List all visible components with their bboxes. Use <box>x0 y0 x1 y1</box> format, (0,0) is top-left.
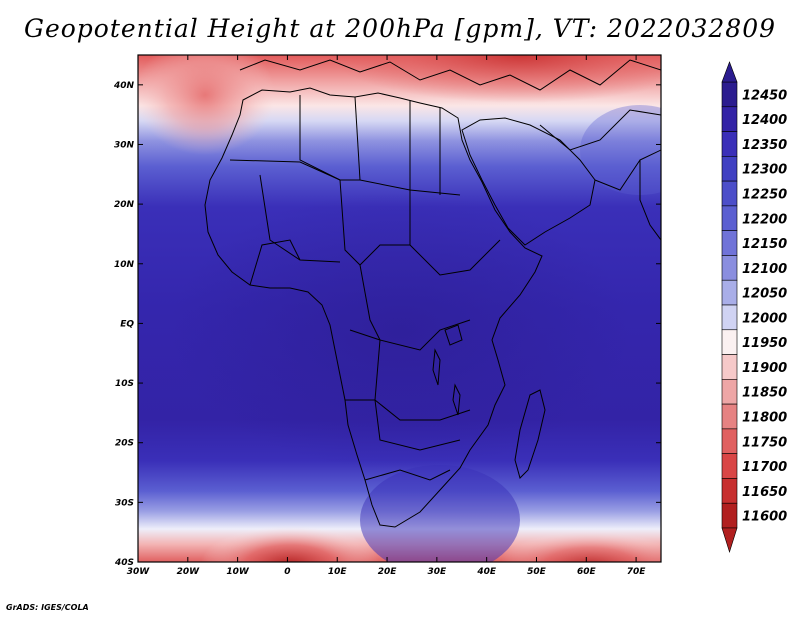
colorbar-label: 11850 <box>742 386 787 401</box>
colorbar-label: 11800 <box>742 411 787 426</box>
lon-tick-label: 10E <box>328 567 348 577</box>
border-5 <box>359 264 471 351</box>
lon-tick-label: 70E <box>627 567 647 577</box>
colorbar-label: 11600 <box>742 510 787 525</box>
border-2 <box>259 174 341 263</box>
colorbar-label: 12450 <box>742 88 787 103</box>
colorbar-swatch <box>721 279 738 306</box>
coastlines <box>204 59 661 528</box>
colorbar-swatch <box>721 329 738 355</box>
colorbar-swatch <box>721 205 738 231</box>
chart-title: Geopotential Height at 200hPa [gpm], VT:… <box>23 14 777 43</box>
border-4 <box>409 190 501 276</box>
lake-malawi <box>452 383 461 416</box>
madagascar-coastline <box>514 389 546 479</box>
lake-victoria <box>444 324 463 346</box>
lat-tick-label: 20S <box>115 439 134 449</box>
colorbar-label: 12050 <box>742 287 787 302</box>
colorbar-label: 12250 <box>742 188 787 203</box>
lon-tick-label: 20W <box>177 567 201 577</box>
colorbar-label: 12000 <box>742 311 787 326</box>
border-8 <box>364 469 451 481</box>
europe-coastline <box>239 59 661 91</box>
colorbar-label: 11950 <box>742 336 787 351</box>
border-15 <box>594 159 641 191</box>
border-6 <box>349 329 471 421</box>
lat-tick-label: 10N <box>114 260 135 270</box>
colorbar-swatch <box>721 453 738 479</box>
colorbar-label: 11750 <box>742 435 787 450</box>
colorbar-swatch <box>721 354 738 380</box>
border-7 <box>345 399 461 451</box>
arabia-coastline <box>461 117 596 246</box>
colorbar-swatch <box>721 428 738 454</box>
colorbar-swatch <box>721 478 738 504</box>
lon-tick-label: 0 <box>284 567 290 577</box>
border-9 <box>299 95 341 181</box>
map-frame <box>137 54 662 563</box>
lon-tick-label: 40E <box>476 567 497 577</box>
lat-tick-label: EQ <box>120 319 134 329</box>
colorbar-label: 12150 <box>742 237 787 252</box>
lat-tick-label: 30S <box>115 498 134 508</box>
lake-tanganyika <box>432 348 441 386</box>
lat-tick-label: 40S <box>114 558 134 568</box>
colorbar-label: 12350 <box>742 138 787 153</box>
colorbar-swatch <box>721 156 738 182</box>
colorbar: 12450 12400 12350 12300 12250 12200 12150 12100… <box>721 61 787 554</box>
shaded-field <box>138 55 661 562</box>
colorbar-swatch <box>721 106 738 132</box>
colorbar-swatch <box>721 180 738 207</box>
lat-tick-label: 30N <box>114 140 135 150</box>
lon-tick-label: 20E <box>378 567 398 577</box>
colorbar-top-arrow <box>721 61 738 83</box>
colorbar-label: 12200 <box>742 212 787 227</box>
lon-tick-label: 50E <box>527 567 547 577</box>
lon-tick-label: 30E <box>428 567 448 577</box>
lat-tick-label: 10S <box>115 379 134 389</box>
border-14 <box>539 109 661 151</box>
colorbar-bottom-arrow <box>721 527 738 554</box>
colorbar-label: 12300 <box>742 163 787 178</box>
lon-tick-label: 10W <box>226 567 250 577</box>
colorbar-swatch <box>721 304 738 331</box>
grads-credit: GrADS: IGES/COLA <box>6 603 89 612</box>
border-13 <box>249 239 301 286</box>
lon-tick-label: 30W <box>127 567 151 577</box>
longitude-axis: 30W 20W 10W 0 10E 20E 30E 40E 50E 60E 70E <box>127 55 647 577</box>
latitude-axis: 40N 30N 20N 10N EQ 10S 20S 30S 40S <box>113 81 661 568</box>
colorbar-swatch <box>721 403 738 430</box>
lon-tick-label: 60E <box>577 567 597 577</box>
colorbar-label: 11700 <box>742 460 787 475</box>
colorbar-swatch <box>721 379 738 405</box>
colorbar-label: 11900 <box>742 361 787 376</box>
border-1 <box>229 159 461 196</box>
lat-tick-label: 40N <box>113 81 135 91</box>
colorbar-label: 11650 <box>742 485 787 500</box>
africa-coastline <box>204 87 543 528</box>
border-10 <box>354 96 361 181</box>
colorbar-swatch <box>721 502 738 529</box>
colorbar-swatch <box>721 131 738 157</box>
india-coastline <box>639 149 661 241</box>
colorbar-label: 12100 <box>742 262 787 277</box>
colorbar-swatch <box>721 230 738 256</box>
colorbar-swatch <box>721 81 738 108</box>
colorbar-swatch <box>721 255 738 281</box>
colorbar-label: 12400 <box>742 113 787 128</box>
lat-tick-label: 20N <box>114 200 135 210</box>
